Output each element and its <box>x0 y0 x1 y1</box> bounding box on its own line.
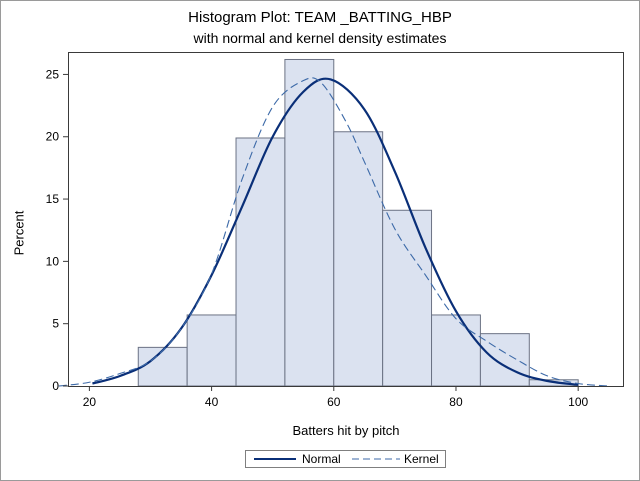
chart-title: Histogram Plot: TEAM _BATTING_HBP <box>188 9 452 26</box>
histogram-bar-0 <box>137 346 188 387</box>
y-tick-label-10: 10 <box>46 254 60 268</box>
x-tick-label-80: 80 <box>449 395 463 409</box>
y-tick-label-20: 20 <box>46 130 60 144</box>
legend-label-normal: Normal <box>302 452 341 466</box>
legend-item-normal: Normal <box>252 451 347 467</box>
histogram-bar-6 <box>431 314 481 387</box>
density-curve-kernel <box>58 77 609 387</box>
chart-subtitle: with normal and kernel density estimates <box>193 30 447 46</box>
y-tick-label-25: 25 <box>46 67 60 81</box>
histogram-bar-3 <box>284 58 335 387</box>
x-tick-label-20: 20 <box>83 395 97 409</box>
legend-swatch-kernel <box>352 458 400 460</box>
x-axis-label: Batters hit by pitch <box>292 423 400 438</box>
y-tick-label-15: 15 <box>46 192 60 206</box>
plot-area-frame <box>68 52 624 387</box>
x-tick-label-40: 40 <box>205 395 219 409</box>
x-tick-label-60: 60 <box>327 395 341 409</box>
histogram-bar-4 <box>333 131 384 387</box>
legend: Normal Kernel <box>245 450 446 468</box>
histogram-bar-7 <box>479 333 530 387</box>
y-axis-label: Percent <box>11 210 27 256</box>
x-tick-label-100: 100 <box>568 395 588 409</box>
legend-label-kernel: Kernel <box>404 452 439 466</box>
histogram-bar-1 <box>186 314 237 387</box>
y-tick-label-5: 5 <box>52 317 59 331</box>
legend-item-kernel: Kernel <box>350 451 442 467</box>
histogram-bar-5 <box>382 209 433 387</box>
legend-swatch-normal <box>254 458 296 460</box>
y-tick-label-0: 0 <box>52 379 59 393</box>
